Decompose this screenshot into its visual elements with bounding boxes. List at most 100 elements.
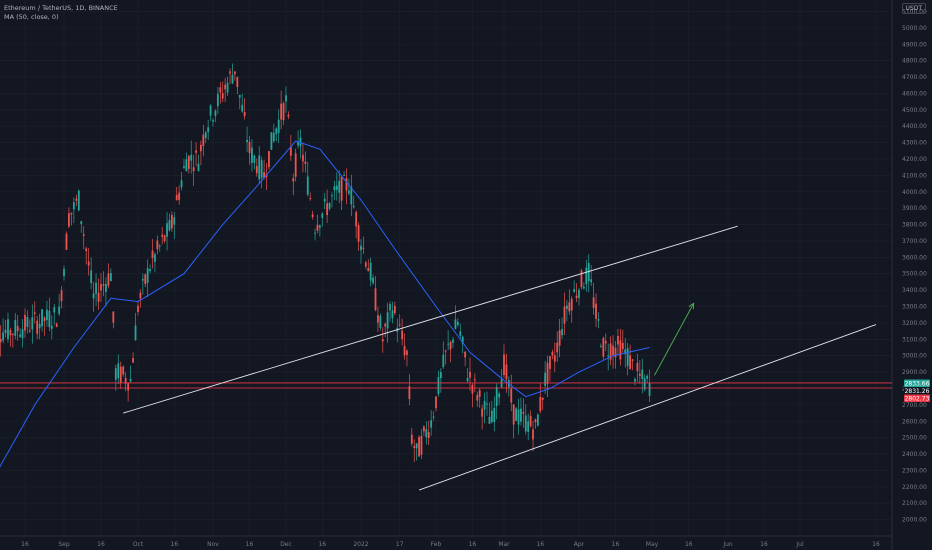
candle-body	[544, 372, 547, 386]
candle-body	[478, 390, 481, 397]
candle	[534, 418, 537, 429]
candle	[58, 294, 61, 316]
candle-body	[202, 134, 205, 146]
candle-body	[226, 82, 229, 93]
candle-body	[369, 262, 372, 281]
candle	[333, 181, 336, 200]
candle	[109, 268, 112, 282]
candle-body	[398, 324, 401, 326]
time-tick-label: 16	[170, 541, 178, 548]
candle-body	[95, 282, 97, 294]
candle	[241, 93, 244, 113]
time-tick-label: 16	[21, 541, 29, 548]
candle	[132, 352, 134, 363]
candle	[226, 76, 229, 96]
candle	[219, 82, 222, 104]
candle	[348, 178, 350, 196]
candle-body	[11, 333, 14, 335]
candle	[63, 265, 65, 281]
candle	[357, 222, 360, 251]
candle-body	[207, 127, 210, 133]
candle-body	[63, 269, 65, 277]
candle-body	[328, 203, 331, 209]
candle	[178, 185, 181, 205]
candle	[471, 383, 474, 408]
candle	[122, 365, 125, 377]
candle-body	[617, 335, 619, 345]
candle-body	[481, 408, 484, 417]
candle-body	[272, 132, 275, 142]
candle	[65, 231, 68, 250]
candle-body	[624, 349, 627, 355]
candle-body	[158, 245, 161, 247]
candle-body	[238, 94, 241, 98]
price-tick-label: 2300.00	[902, 467, 927, 474]
candle-body	[192, 167, 195, 172]
candle	[386, 302, 389, 343]
candle-body	[139, 292, 142, 299]
candle-body	[430, 420, 433, 428]
candle	[197, 154, 200, 172]
candle-body	[122, 366, 125, 375]
candle	[70, 212, 73, 226]
candle	[192, 154, 195, 186]
candle-body	[114, 368, 117, 380]
time-tick-label: Jun	[722, 541, 733, 548]
candle-body	[107, 273, 110, 286]
price-label-bg	[904, 387, 930, 395]
candle	[60, 286, 63, 309]
candle-body	[75, 198, 78, 201]
candle-body	[476, 394, 479, 401]
price-tick-label: 3700.00	[902, 238, 927, 245]
candle-body	[112, 311, 115, 323]
candle	[609, 336, 612, 366]
candle	[202, 124, 205, 157]
candle-body	[386, 312, 389, 329]
indicator-label[interactable]: MA (50, close, 0)	[4, 13, 59, 21]
candle-body	[90, 270, 93, 283]
candle	[119, 361, 122, 389]
candle	[294, 148, 297, 182]
candle-body	[24, 314, 26, 331]
time-tick-label: 16	[760, 541, 768, 548]
candle-body	[282, 103, 285, 121]
candle-body	[255, 166, 258, 174]
candle	[231, 63, 234, 85]
candle	[561, 317, 563, 340]
candle	[80, 220, 83, 233]
time-tick-label: Nov	[207, 541, 219, 548]
candle-body	[260, 160, 263, 178]
candle	[134, 312, 137, 341]
candle-body	[309, 198, 312, 200]
candle	[285, 86, 287, 113]
candle-body	[285, 95, 287, 102]
candle-body	[612, 345, 614, 356]
candle	[175, 187, 178, 201]
candle	[112, 311, 115, 329]
candle-body	[258, 155, 261, 180]
candle-body	[161, 234, 164, 237]
time-axis[interactable]: 16 Sep 16 Oct 16 Nov 16 Dec 16 2022 17 Feb 16 Mar 16 Ap…	[0, 541, 880, 548]
candle-body	[43, 317, 46, 322]
price-label: 2831.26	[904, 387, 930, 395]
arrow-shaft	[654, 303, 695, 376]
candle	[158, 243, 161, 252]
candle-body	[173, 217, 176, 225]
price-tick-label: 3000.00	[902, 353, 927, 360]
price-tick-label: 4300.00	[902, 140, 927, 147]
candle	[384, 322, 387, 338]
candle	[442, 341, 445, 369]
price-tick-label: 3200.00	[902, 320, 927, 327]
candle	[255, 158, 258, 177]
candle-body	[566, 305, 568, 309]
price-axis[interactable]: 2000.00 2100.00 2200.00 2300.00 2400.00 2500.…	[902, 8, 927, 523]
time-tick-label: 16	[97, 541, 105, 548]
candle-body	[582, 286, 585, 289]
candle-body	[280, 103, 283, 120]
currency-label[interactable]: USDT	[901, 3, 926, 14]
candle-body	[234, 71, 236, 75]
candle	[107, 263, 110, 289]
candle-body	[77, 190, 80, 211]
